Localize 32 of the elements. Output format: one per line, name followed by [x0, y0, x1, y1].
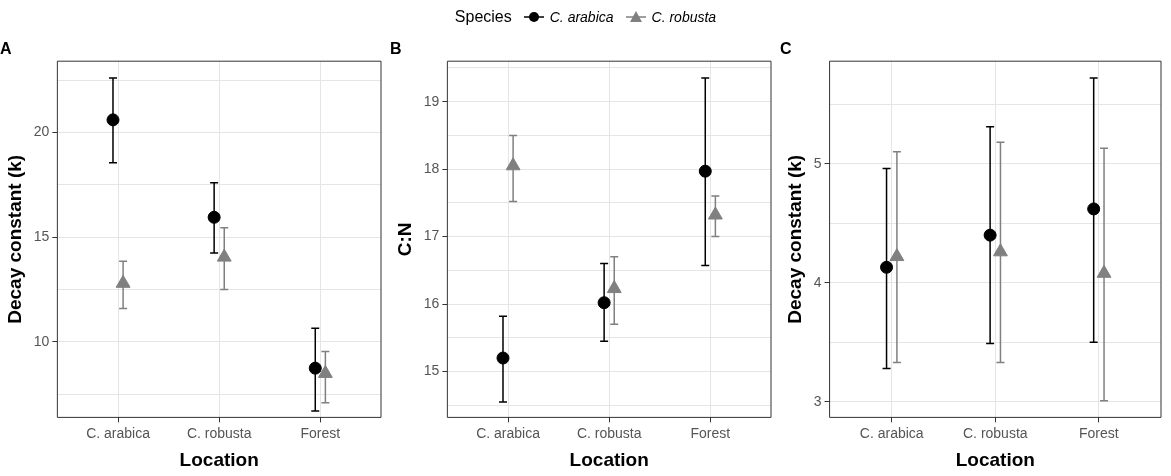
chart-title: A — [0, 40, 12, 58]
chart-title: B — [390, 40, 402, 58]
x-tick-label: C. robusta — [963, 424, 1028, 441]
legend-label: C. arabica — [549, 9, 614, 25]
x-tick-label: C. arabica — [476, 424, 541, 441]
y-axis-title: C:N — [393, 222, 415, 257]
y-tick-label: 18 — [423, 160, 440, 176]
y-tick-label: 4 — [813, 273, 822, 290]
x-tick-label: C. robusta — [186, 424, 252, 441]
x-axis-title: Location — [569, 448, 649, 470]
x-tick-label: C. robusta — [576, 424, 642, 441]
y-tick-label: 15 — [33, 228, 50, 245]
chart-title: C — [780, 40, 792, 58]
y-tick-label: 10 — [33, 332, 50, 349]
x-axis-title: Location — [955, 448, 1035, 470]
y-tick-label: 5 — [813, 154, 822, 171]
legend-title: Species — [454, 8, 512, 26]
x-tick-label: C. arabica — [86, 424, 151, 441]
x-tick-label: C. arabica — [859, 424, 924, 441]
x-tick-label: Forest — [300, 424, 341, 441]
y-tick-label: 3 — [813, 392, 822, 409]
y-tick-label: 19 — [423, 92, 440, 109]
x-tick-label: Forest — [1079, 424, 1119, 441]
y-axis-title: Decay constant (k) — [783, 154, 805, 324]
y-tick-label: 20 — [33, 123, 50, 140]
legend-label: C. robusta — [651, 9, 717, 25]
x-axis-title: Location — [179, 448, 259, 470]
x-tick-label: Forest — [690, 424, 731, 441]
y-tick-label: 15 — [423, 362, 440, 379]
y-tick-label: 16 — [423, 294, 440, 311]
y-tick-label: 17 — [423, 227, 440, 244]
y-axis-title: Decay constant (k) — [3, 154, 25, 324]
